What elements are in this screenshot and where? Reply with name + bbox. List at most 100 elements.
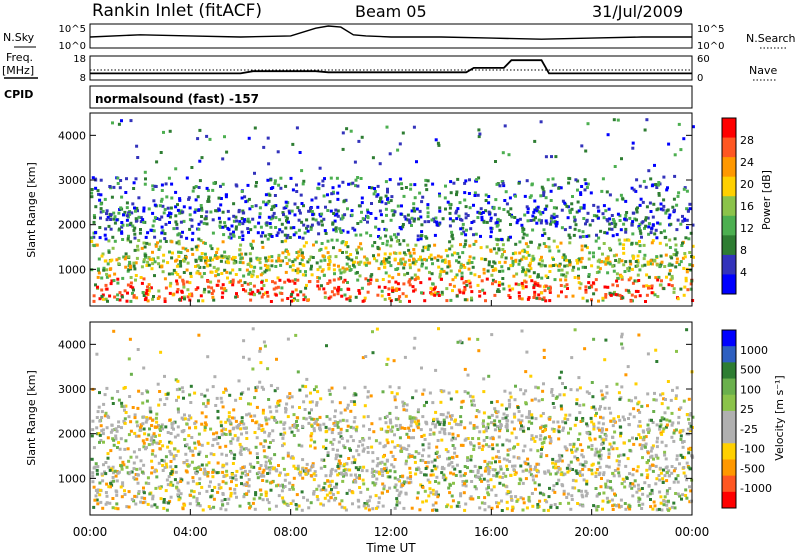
- heat-cell: [358, 474, 361, 477]
- heat-cell: [574, 219, 577, 222]
- heat-cell: [100, 416, 103, 419]
- heat-cell: [282, 213, 285, 216]
- heat-cell: [612, 508, 615, 511]
- heat-cell: [176, 481, 179, 484]
- heat-cell: [138, 490, 141, 493]
- heat-cell: [205, 135, 208, 138]
- heat-cell: [548, 435, 551, 438]
- heat-cell: [129, 240, 132, 243]
- heat-cell: [159, 351, 162, 354]
- heat-cell: [351, 209, 354, 212]
- heat-cell: [468, 268, 471, 271]
- heat-cell: [597, 505, 600, 508]
- heat-cell: [465, 229, 468, 232]
- heat-cell: [356, 222, 359, 225]
- heat-cell: [582, 235, 585, 238]
- heat-cell: [584, 285, 587, 288]
- heat-cell: [404, 427, 407, 430]
- heat-cell: [506, 202, 509, 205]
- heat-cell: [152, 224, 155, 227]
- heat-cell: [534, 488, 537, 491]
- heat-cell: [139, 232, 142, 235]
- heat-cell: [543, 296, 546, 299]
- heat-cell: [191, 238, 194, 241]
- heat-cell: [381, 290, 384, 293]
- heat-cell: [495, 475, 498, 478]
- heat-cell: [569, 427, 572, 430]
- heat-cell: [677, 481, 680, 484]
- heat-cell: [482, 445, 485, 448]
- heat-cell: [225, 193, 228, 196]
- heat-cell: [126, 224, 129, 227]
- heat-cell: [119, 179, 122, 182]
- heat-cell: [105, 284, 108, 287]
- heat-cell: [454, 437, 457, 440]
- heat-cell: [354, 161, 357, 164]
- heat-cell: [578, 432, 581, 435]
- heat-cell: [368, 437, 371, 440]
- heat-cell: [440, 439, 443, 442]
- heat-cell: [146, 289, 149, 292]
- heat-cell: [381, 491, 384, 494]
- heat-cell: [239, 248, 242, 251]
- heat-cell: [297, 429, 300, 432]
- heat-cell: [312, 493, 315, 496]
- heat-cell: [295, 420, 298, 423]
- heat-cell: [376, 193, 379, 196]
- heat-cell: [638, 268, 641, 271]
- heat-cell: [560, 405, 563, 408]
- heat-cell: [539, 492, 542, 495]
- heat-cell: [235, 478, 238, 481]
- heat-cell: [99, 193, 102, 196]
- heat-cell: [220, 421, 223, 424]
- heat-cell: [551, 221, 554, 224]
- heat-cell: [550, 199, 553, 202]
- heat-cell: [211, 296, 214, 299]
- heat-cell: [183, 461, 186, 464]
- heat-cell: [323, 274, 326, 277]
- heat-cell: [671, 284, 674, 287]
- heat-cell: [659, 467, 662, 470]
- heat-cell: [211, 489, 214, 492]
- heat-cell: [172, 428, 175, 431]
- heat-cell: [576, 262, 579, 265]
- heat-cell: [137, 239, 140, 242]
- heat-cell: [213, 486, 216, 489]
- heat-cell: [460, 444, 463, 447]
- heat-cell: [408, 467, 411, 470]
- heat-cell: [328, 485, 331, 488]
- heat-cell: [360, 177, 363, 180]
- heat-cell: [448, 260, 451, 263]
- heat-cell: [382, 455, 385, 458]
- heat-cell: [111, 429, 114, 432]
- heat-cell: [198, 492, 201, 495]
- heat-cell: [323, 482, 326, 485]
- heat-cell: [632, 257, 635, 260]
- heat-cell: [552, 421, 555, 424]
- heat-cell: [475, 475, 478, 478]
- heat-cell: [463, 281, 466, 284]
- heat-cell: [531, 416, 534, 419]
- heat-cell: [637, 484, 640, 487]
- heat-cell: [334, 469, 337, 472]
- heat-cell: [580, 282, 583, 285]
- heat-cell: [238, 223, 241, 226]
- heat-cell: [172, 293, 175, 296]
- heat-cell: [301, 251, 304, 254]
- heat-cell: [221, 499, 224, 502]
- heat-cell: [218, 483, 221, 486]
- heat-cell: [254, 421, 257, 424]
- heat-cell: [447, 412, 450, 415]
- heat-cell: [217, 280, 220, 283]
- heat-cell: [290, 293, 293, 296]
- heat-cell: [182, 397, 185, 400]
- heat-cell: [668, 216, 671, 219]
- heat-cell: [455, 259, 458, 262]
- heat-cell: [165, 463, 168, 466]
- heat-cell: [362, 482, 365, 485]
- heat-cell: [425, 500, 428, 503]
- heat-cell: [310, 418, 313, 421]
- heat-cell: [628, 217, 631, 220]
- heat-cell: [585, 235, 588, 238]
- heat-cell: [317, 223, 320, 226]
